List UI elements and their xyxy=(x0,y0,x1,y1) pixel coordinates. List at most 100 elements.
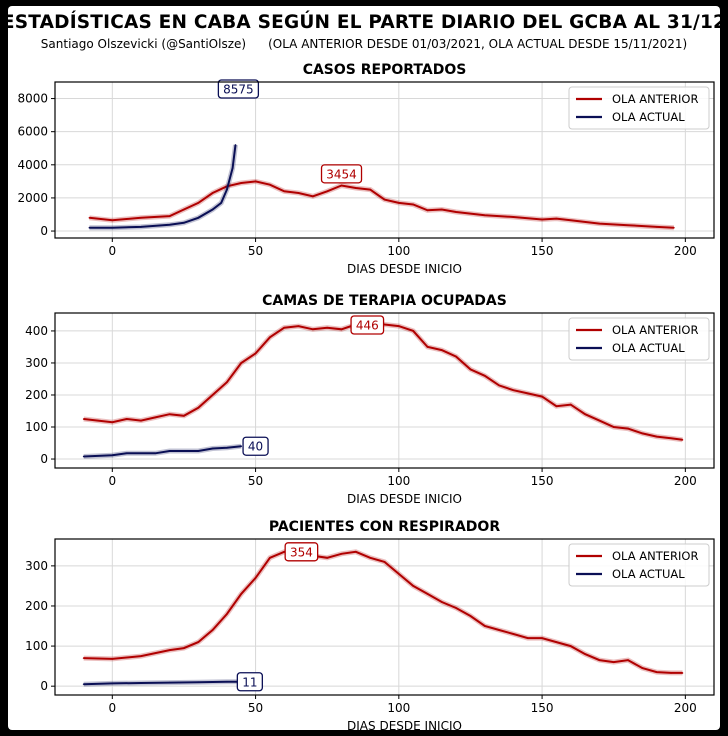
data-point xyxy=(627,427,629,430)
x-tick-label: 150 xyxy=(531,244,554,258)
x-tick-label: 150 xyxy=(531,474,554,488)
data-point xyxy=(168,413,171,415)
data-point xyxy=(240,445,243,448)
data-point xyxy=(512,216,515,218)
data-point xyxy=(168,223,171,226)
data-point xyxy=(326,557,328,559)
annotation-label: 11 xyxy=(242,675,257,689)
data-point xyxy=(269,183,271,186)
annotation-box xyxy=(284,542,319,562)
data-point xyxy=(584,413,586,415)
legend-label: OLA ACTUAL xyxy=(612,567,685,581)
data-point xyxy=(398,202,400,204)
plot-frame xyxy=(54,538,715,696)
annotation-box xyxy=(217,79,260,99)
x-tick-label: 0 xyxy=(108,244,116,258)
data-point xyxy=(569,219,572,222)
data-point xyxy=(297,325,300,327)
annotation-box xyxy=(242,436,269,456)
y-tick-label: 0 xyxy=(40,224,48,238)
data-point xyxy=(183,647,185,649)
y-tick-label: 400 xyxy=(25,324,48,338)
legend-box xyxy=(568,543,710,587)
data-point xyxy=(383,561,386,563)
annotation-label: 354 xyxy=(290,545,313,559)
data-point xyxy=(254,577,257,579)
y-tick-label: 300 xyxy=(25,356,48,370)
data-point xyxy=(555,405,558,407)
data-point xyxy=(183,208,185,211)
plot-frame xyxy=(54,81,715,239)
legend-label: OLA ANTERIOR xyxy=(612,323,698,337)
data-point xyxy=(641,432,644,435)
data-point xyxy=(541,395,543,398)
data-point xyxy=(673,226,675,229)
annotation-label: 3454 xyxy=(326,167,357,181)
data-point xyxy=(627,224,629,227)
data-point xyxy=(312,328,314,331)
data-point xyxy=(82,683,85,685)
chart-title: CAMAS DE TERAPIA OCUPADAS xyxy=(262,293,507,309)
data-point xyxy=(269,336,271,339)
chart-title: CASOS REPORTADOS xyxy=(303,62,467,78)
data-point xyxy=(598,419,601,422)
data-point xyxy=(111,682,114,685)
data-point xyxy=(483,214,486,217)
y-tick-label: 100 xyxy=(25,420,48,434)
data-point xyxy=(168,450,171,452)
data-point xyxy=(441,601,443,603)
data-point xyxy=(412,330,414,332)
data-point xyxy=(469,615,472,617)
data-point xyxy=(498,384,500,387)
data-point xyxy=(297,192,300,194)
data-point xyxy=(125,418,128,420)
data-point xyxy=(312,195,314,198)
x-tick-label: 50 xyxy=(248,244,263,258)
data-point xyxy=(412,585,414,587)
data-point xyxy=(111,658,114,660)
annotation-label: 446 xyxy=(356,319,379,333)
data-point xyxy=(283,190,286,193)
data-point xyxy=(97,419,99,422)
x-tick-label: 100 xyxy=(387,701,410,715)
data-point xyxy=(340,184,343,187)
x-tick-label: 200 xyxy=(674,474,697,488)
x-tick-label: 50 xyxy=(248,701,263,715)
data-point xyxy=(88,226,91,229)
y-tick-label: 0 xyxy=(40,679,48,693)
data-point xyxy=(483,374,486,377)
data-point xyxy=(211,192,214,194)
data-point xyxy=(226,447,228,449)
data-point xyxy=(226,188,228,191)
data-point xyxy=(226,680,228,683)
data-point xyxy=(88,216,91,219)
data-point xyxy=(197,681,200,683)
data-point xyxy=(612,426,615,428)
data-point xyxy=(426,346,429,348)
data-point xyxy=(512,633,515,635)
data-point xyxy=(326,326,328,329)
data-point xyxy=(383,198,386,201)
series-line-actual xyxy=(83,445,242,458)
x-tick-label: 0 xyxy=(108,474,116,488)
y-tick-label: 200 xyxy=(25,599,48,613)
data-point xyxy=(234,144,237,146)
x-axis-label: DIAS DESDE INICIO xyxy=(347,492,462,506)
data-point xyxy=(183,221,185,224)
data-point xyxy=(483,625,486,627)
legend-label: OLA ACTUAL xyxy=(612,341,685,355)
data-point xyxy=(197,406,200,409)
data-point xyxy=(441,208,443,211)
annotation-box xyxy=(320,164,363,184)
data-point xyxy=(455,211,457,213)
chart-2: PACIENTES CON RESPIRADOR 0 50 100 150 200 0 100… xyxy=(25,519,715,733)
data-point xyxy=(541,218,543,221)
figure-subtitle: Santiago Olszevicki (@SantiOlsze) (OLA AN… xyxy=(0,37,728,51)
data-point xyxy=(455,355,457,358)
data-point xyxy=(340,553,343,555)
legend-label: OLA ANTERIOR xyxy=(612,92,698,106)
data-point xyxy=(82,657,85,659)
data-point xyxy=(168,215,171,217)
